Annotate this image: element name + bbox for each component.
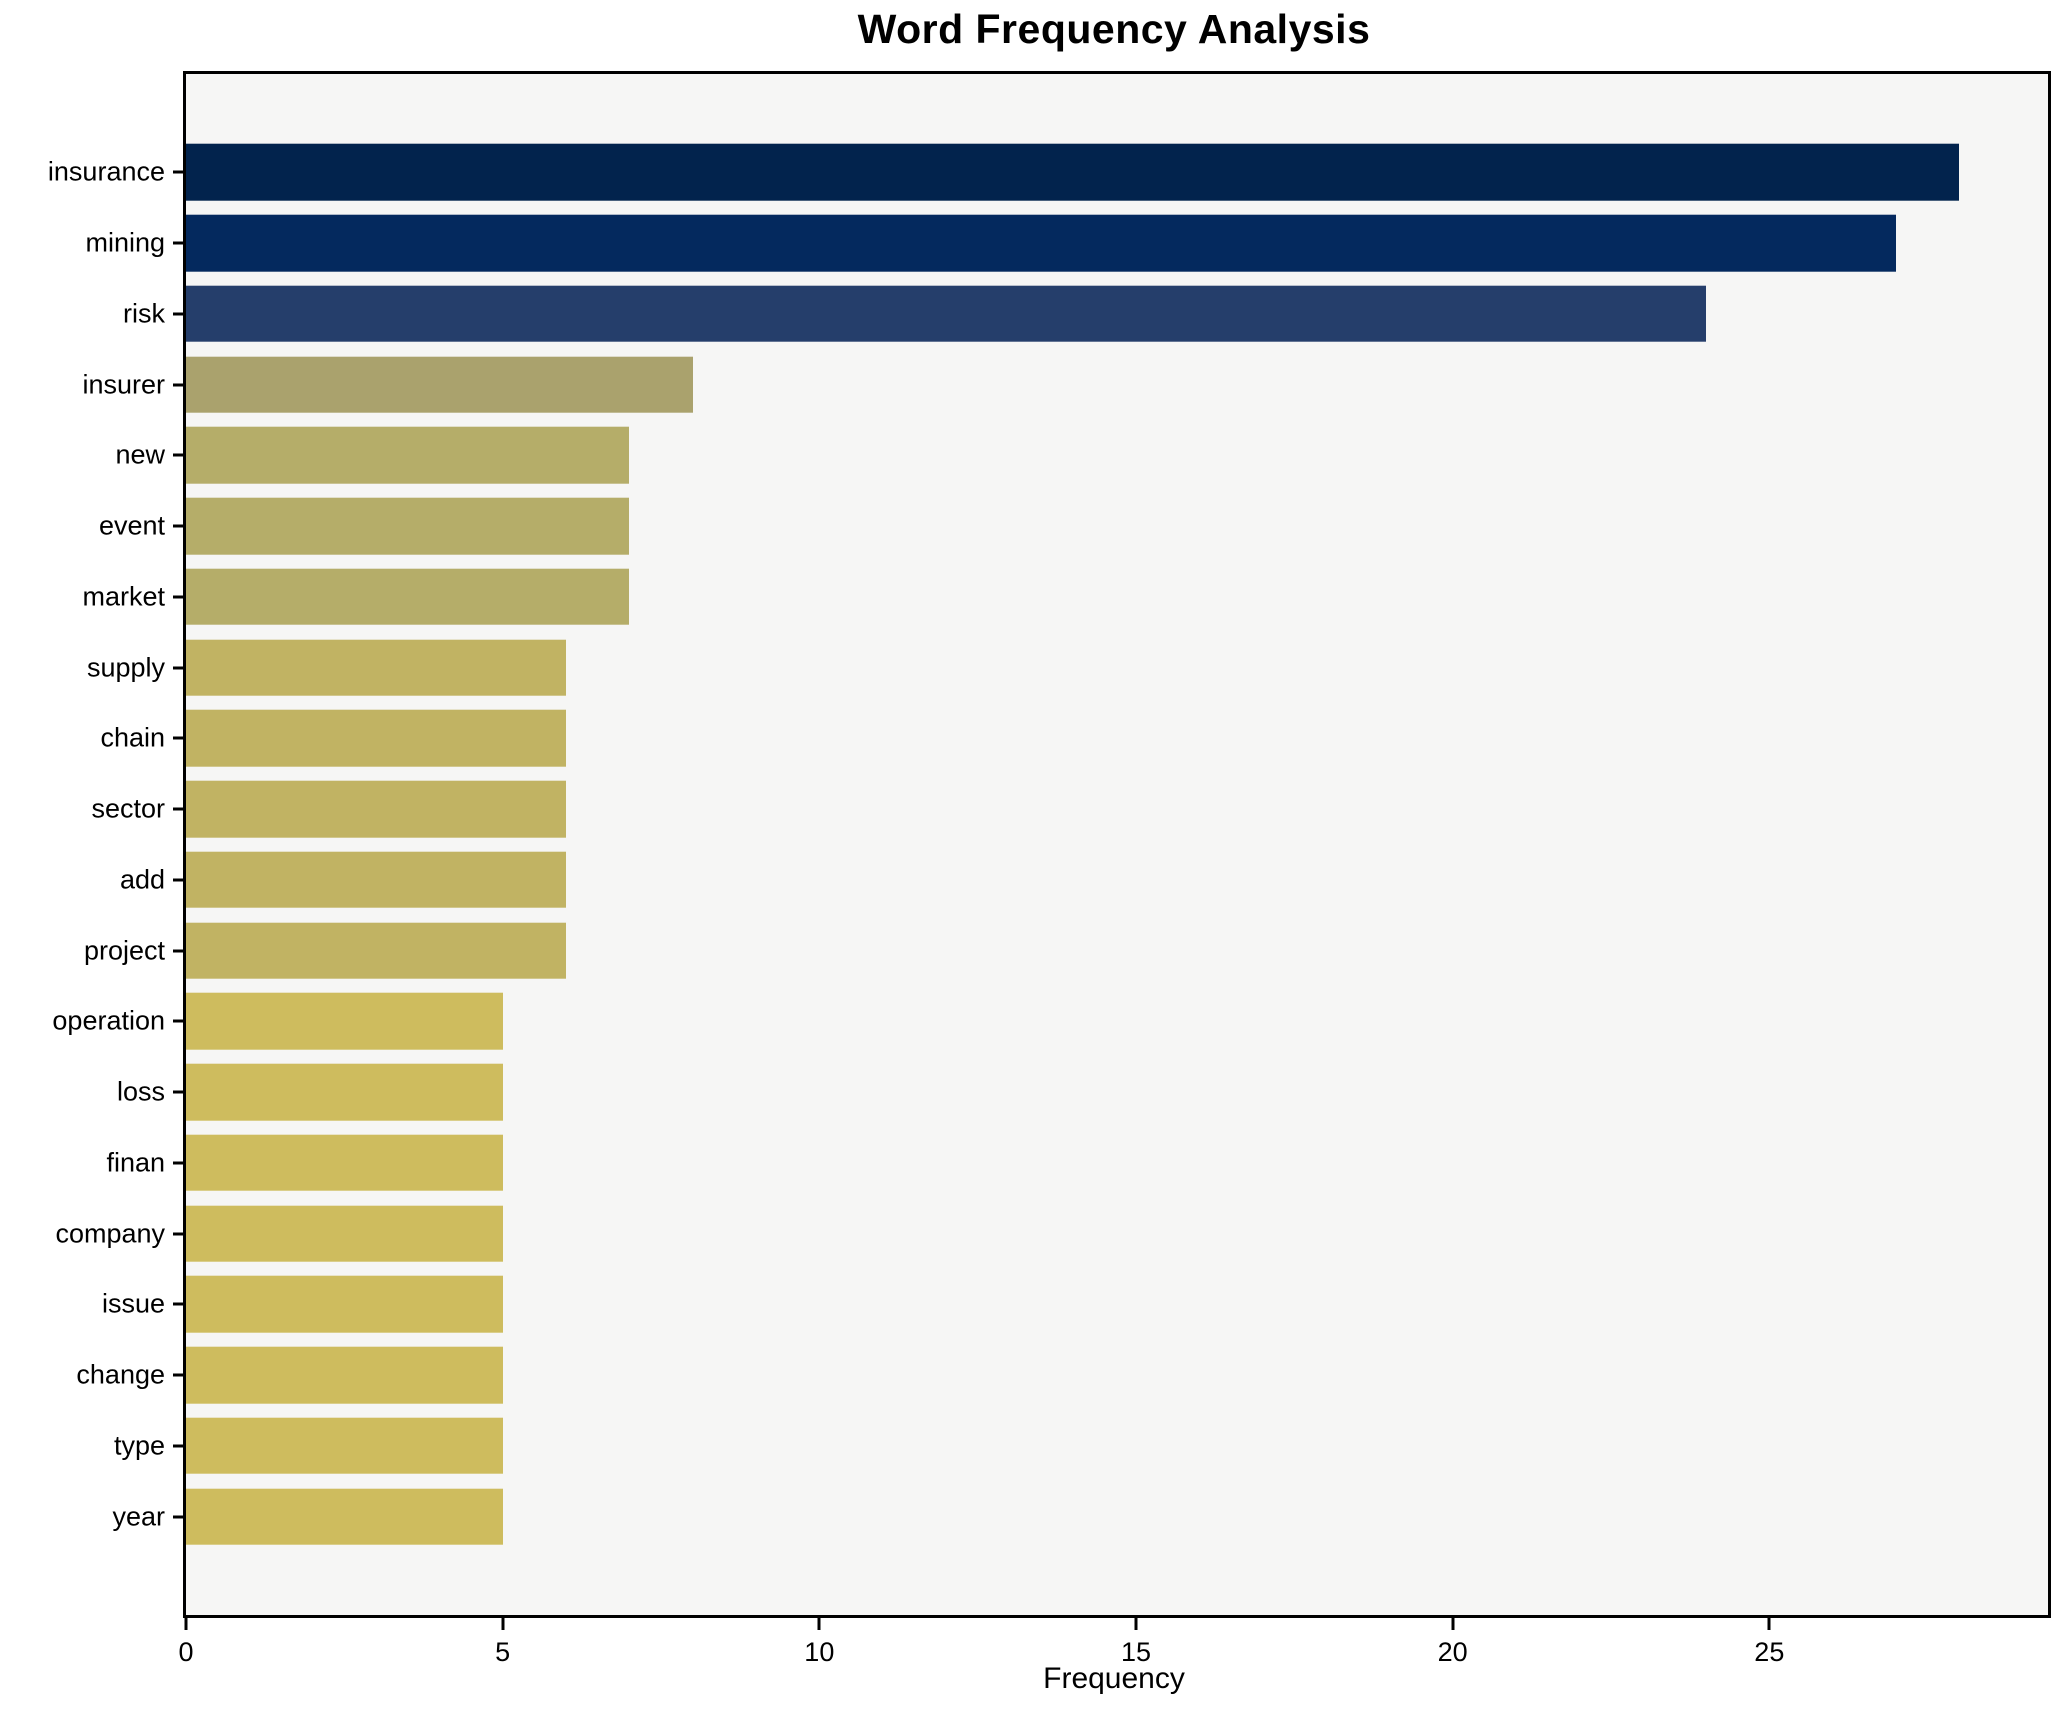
y-axis-label-loss: loss [116, 1076, 165, 1107]
y-axis-label-operation: operation [52, 1005, 165, 1036]
x-tick-label-15: 15 [1120, 1637, 1152, 1667]
x-tick [817, 1618, 821, 1630]
y-tick [173, 1444, 183, 1448]
bar-operation [186, 993, 503, 1050]
x-tick-label-10: 10 [804, 1637, 835, 1667]
y-axis-label-sector: sector [91, 793, 165, 824]
x-tick [1451, 1618, 1455, 1630]
y-axis-label-issue: issue [101, 1288, 165, 1319]
y-tick [173, 1090, 183, 1094]
bar-finan [186, 1134, 503, 1192]
bar-market [186, 568, 630, 626]
y-axis-label-project: project [83, 935, 165, 966]
bar-new [186, 427, 630, 484]
bar-event [186, 497, 630, 555]
y-tick [173, 736, 183, 740]
x-tick [184, 1618, 188, 1630]
bar-risk [186, 285, 1706, 343]
y-axis-label-mining: mining [85, 227, 165, 258]
bar-year [186, 1488, 503, 1545]
x-tick-label-0: 0 [178, 1637, 194, 1667]
y-tick [173, 1302, 183, 1306]
y-tick [173, 241, 183, 245]
y-tick [173, 1232, 183, 1236]
y-axis-label-change: change [76, 1359, 165, 1390]
y-axis-label-company: company [55, 1218, 165, 1249]
y-axis-label-new: new [115, 439, 165, 470]
y-axis-label-insurer: insurer [82, 369, 165, 400]
y-axis-label-event: event [98, 510, 165, 541]
y-tick [173, 453, 183, 457]
bar-sector [186, 780, 566, 838]
x-tick [1134, 1618, 1138, 1630]
x-tick-label-5: 5 [495, 1637, 511, 1667]
x-tick-label-25: 25 [1754, 1637, 1785, 1667]
y-tick [173, 312, 183, 316]
y-tick [173, 807, 183, 811]
y-axis-label-type: type [113, 1430, 165, 1461]
bar-insurer [186, 356, 693, 413]
y-axis-label-year: year [112, 1501, 165, 1532]
y-tick [173, 170, 183, 174]
bar-type [186, 1417, 503, 1475]
bar-change [186, 1346, 503, 1404]
y-tick [173, 524, 183, 528]
y-tick [173, 595, 183, 599]
bar-insurance [186, 144, 1960, 201]
bar-company [186, 1205, 503, 1262]
y-tick [173, 878, 183, 882]
y-tick [173, 1161, 183, 1165]
y-axis-label-add: add [119, 864, 165, 895]
chart-title: Word Frequency Analysis [857, 6, 1371, 52]
x-tick [501, 1618, 505, 1630]
y-tick [173, 1373, 183, 1377]
y-axis-label-insurance: insurance [47, 156, 165, 187]
y-tick [173, 383, 183, 387]
y-axis-label-market: market [82, 581, 165, 612]
bar-chain [186, 710, 566, 767]
bar-supply [186, 639, 566, 696]
bar-project [186, 922, 566, 979]
x-axis-label: Frequency [1043, 1662, 1185, 1695]
y-axis-label-chain: chain [100, 722, 165, 753]
bar-issue [186, 1276, 503, 1333]
bar-add [186, 851, 566, 909]
y-axis-label-risk: risk [123, 298, 165, 329]
y-axis-label-finan: finan [106, 1147, 165, 1178]
y-tick [173, 1515, 183, 1519]
y-tick [173, 949, 183, 953]
plot-area: insurance mining risk insurer new event market… [48, 71, 2051, 1667]
x-tick-label-20: 20 [1437, 1637, 1468, 1667]
x-tick [1767, 1618, 1771, 1630]
y-tick [173, 1019, 183, 1023]
y-tick [173, 666, 183, 670]
y-axis-label-supply: supply [86, 652, 165, 683]
bar-loss [186, 1063, 503, 1121]
bar-mining [186, 214, 1896, 272]
